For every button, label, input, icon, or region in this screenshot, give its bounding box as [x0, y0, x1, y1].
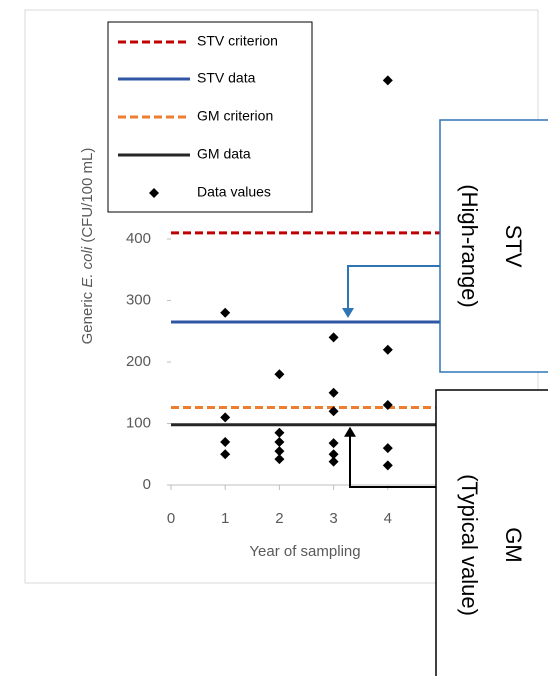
data-point — [382, 75, 393, 86]
data-point — [328, 438, 339, 449]
data-point — [382, 400, 393, 411]
y-tick-label: 0 — [143, 476, 151, 493]
y-tick-label: 400 — [126, 230, 151, 247]
data-point — [382, 344, 393, 355]
data-point — [274, 369, 285, 380]
x-tick-label: 0 — [167, 510, 175, 527]
legend-label: STV criterion — [197, 33, 278, 49]
y-label-part: E. coli — [79, 246, 96, 288]
x-tick-label: 1 — [221, 510, 229, 527]
legend-swatch — [149, 188, 159, 198]
annotation-subtitle: (High-range) — [457, 184, 482, 308]
data-point — [328, 456, 339, 467]
annotation-title: STV — [501, 225, 526, 268]
data-point — [220, 307, 231, 318]
data-point — [220, 436, 231, 447]
arrow-head — [344, 426, 356, 437]
data-point — [274, 427, 285, 438]
data-point — [220, 412, 231, 423]
data-point — [274, 454, 285, 465]
legend-label: GM criterion — [197, 108, 273, 124]
annotation-arrow — [349, 434, 436, 488]
data-point — [274, 436, 285, 447]
data-point — [328, 406, 339, 417]
annotation-title: GM — [501, 527, 526, 562]
arrow-head — [342, 308, 354, 319]
data-point — [382, 460, 393, 471]
annotation-box — [435, 389, 548, 676]
x-tick-label: 2 — [275, 510, 283, 527]
y-tick-label: 300 — [126, 291, 151, 308]
y-label-part: Generic — [79, 291, 96, 344]
y-tick-label: 200 — [126, 353, 151, 370]
data-point — [328, 449, 339, 460]
y-label-part: (CFU/100 mL) — [79, 148, 96, 243]
y-axis-label: Generic E. coli (CFU/100 mL) — [79, 148, 96, 345]
legend-label: STV data — [197, 70, 256, 86]
x-axis-label: Year of sampling — [249, 543, 360, 560]
y-tick-label: 100 — [126, 414, 151, 431]
data-point — [328, 332, 339, 343]
data-point — [328, 387, 339, 398]
legend-label: Data values — [197, 184, 271, 200]
data-point — [274, 446, 285, 457]
x-tick-label: 4 — [384, 510, 392, 527]
legend-label: GM data — [197, 146, 251, 162]
annotation-subtitle: (Typical value) — [457, 474, 482, 616]
data-point — [220, 449, 231, 460]
annotation-arrow — [347, 265, 440, 311]
data-point — [382, 443, 393, 454]
annotation-box — [439, 119, 548, 373]
x-tick-label: 3 — [329, 510, 337, 527]
